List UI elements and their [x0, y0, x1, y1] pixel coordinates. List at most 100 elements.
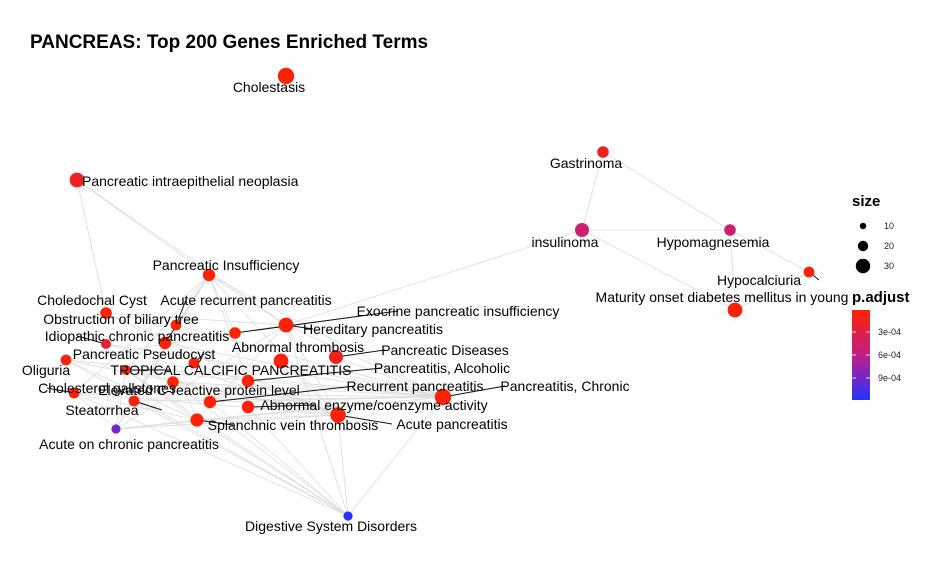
edge-insulinoma-Hereditary [285, 229, 583, 326]
edge-insulinoma-MODY [581, 229, 736, 311]
node-label-CholedochalCyst: Choledochal Cyst [37, 292, 147, 308]
node-DigestiveDisorders[interactable] [343, 511, 353, 521]
node-label-TCP: TROPICAL CALCIFIC PANCREATITIS [111, 362, 352, 378]
node-AbnEnzyme[interactable] [241, 400, 255, 414]
node-Hypocalciuria[interactable] [803, 266, 815, 278]
edge-AcuteOnChronic-TCP [115, 369, 127, 430]
edge-DigestiveDisorders-AcutePanc [337, 414, 349, 517]
node-label-PanIN: Pancreatic intraepithelial neoplasia [82, 173, 299, 189]
edge-AcuteOnChronic-ObstructionBiliary [115, 342, 166, 430]
node-RecurrentPanc[interactable] [203, 395, 217, 409]
label-leader-RecurrentPanc [209, 385, 356, 403]
node-label-DigestiveDisorders: Digestive System Disorders [245, 518, 417, 534]
edge-AcuteOnChronic-PancChronic [115, 396, 444, 430]
node-Hereditary[interactable] [278, 317, 294, 333]
node-label-ExocrineInsuff: Exocrine pancreatic insufficiency [357, 303, 560, 319]
edge-PanIN-CholedochalCyst [76, 179, 107, 314]
node-label-PancAlcoholic: Pancreatitis, Alcoholic [374, 360, 510, 376]
edge-DigestiveDisorders-Splanchnic [196, 419, 349, 517]
edge-Gastrinoma-insulinoma [581, 151, 604, 231]
size-legend-dot-20 [857, 240, 869, 252]
node-CholedochalCyst[interactable] [100, 307, 112, 319]
node-label-AbnEnzyme: Abnormal enzyme/coenzyme activity [260, 397, 487, 413]
node-label-Hypomagnesemia: Hypomagnesemia [657, 234, 770, 250]
edge-PancInsuff-PancChronic [208, 274, 444, 398]
edge-PancInsuff-ExocrineInsuff [208, 274, 236, 334]
node-AcuteRecurrent[interactable] [170, 319, 182, 331]
edge-AcuteRecurrent-PancChronic [175, 324, 444, 398]
edge-DigestiveDisorders-AbnEnzyme [247, 406, 349, 517]
node-label-Cholestasis: Cholestasis [233, 79, 305, 95]
edge-DigestiveDisorders-ElevatedCRP [172, 381, 349, 517]
node-ObstructionBiliary[interactable] [158, 336, 172, 350]
node-Idiopathic[interactable] [101, 339, 111, 349]
edge-ObstructionBiliary-PancChronic [164, 342, 444, 398]
node-PanIN[interactable] [69, 172, 85, 188]
node-label-AcutePanc: Acute pancreatitis [396, 416, 507, 432]
edge-DigestiveDisorders-PancChronic [347, 396, 444, 517]
node-Steatorrhea[interactable] [128, 395, 140, 407]
legend: size 10 20 30 p.adjust 3e-04 6e-04 9e-04 [852, 193, 910, 400]
node-Cholestasis[interactable] [277, 67, 295, 85]
node-TCP[interactable] [121, 365, 131, 375]
edge-Hypomagnesemia-Hypocalciuria [729, 229, 810, 273]
color-legend-label-2: 9e-04 [878, 373, 901, 383]
edge-TCP-PancChronic [125, 369, 444, 398]
edge-Splanchnic-CholGallstones [73, 392, 198, 421]
label-leader-Idiopathic [76, 335, 107, 345]
node-MODY[interactable] [727, 302, 743, 318]
node-Oliguria[interactable] [60, 354, 72, 366]
node-PancAlcoholic[interactable] [241, 374, 255, 388]
node-Splanchnic[interactable] [190, 413, 204, 427]
size-legend-entries: 10 20 30 [855, 221, 894, 274]
node-label-AcuteOnChronic: Acute on chronic pancreatitis [39, 436, 219, 452]
edge-Hypocalciuria-MODY [734, 271, 810, 311]
edge-PanIN-PancInsuff [76, 179, 210, 276]
edge-Splanchnic-ObstructionBiliary [164, 342, 198, 421]
node-label-PancInsuff: Pancreatic Insufficiency [153, 257, 300, 273]
edge-PancInsuff-AcuteRecurrent [175, 274, 210, 326]
node-AcuteOnChronic[interactable] [111, 424, 121, 434]
label-leader-PancChronic [442, 385, 506, 398]
node-label-MODY: Maturity onset diabetes mellitus in youn… [596, 289, 849, 305]
node-label-RecurrentPanc: Recurrent pancreatitis [347, 378, 484, 394]
node-Gastrinoma[interactable] [597, 146, 609, 158]
node-Hypomagnesemia[interactable] [724, 224, 736, 236]
edge-Splanchnic-TCP [125, 369, 198, 421]
edge-CholGallstones-PancChronic [73, 392, 444, 398]
node-PancPseudocyst[interactable] [188, 357, 200, 369]
edge-CholedochalCyst-ObstructionBiliary [105, 312, 166, 344]
node-label-PancChronic: Pancreatitis, Chronic [500, 378, 629, 394]
node-insulinoma[interactable] [575, 223, 589, 237]
edge-AcutePanc-AbnThrombosis [280, 360, 339, 416]
edge-DigestiveDisorders-Steatorrhea [133, 400, 349, 517]
edge-Idiopathic-AcutePanc [105, 343, 339, 416]
edge-AcuteOnChronic-CholGallstones [73, 392, 117, 430]
node-ElevatedCRP[interactable] [167, 376, 179, 388]
edge-DigestiveDisorders-RecurrentPanc [209, 401, 349, 517]
node-ExocrineInsuff[interactable] [229, 327, 241, 339]
node-PancInsuff[interactable] [202, 268, 216, 282]
label-leader-AcutePanc [337, 414, 393, 425]
edges-layer [65, 151, 810, 517]
edge-AcuteOnChronic-Hereditary [115, 324, 287, 430]
edge-PancDiseases-PancChronic [335, 356, 444, 398]
node-label-Steatorrhea: Steatorrhea [65, 402, 138, 418]
edge-Splanchnic-Oliguria [65, 359, 198, 421]
node-CholGallstones[interactable] [68, 387, 80, 399]
node-AbnThrombosis[interactable] [273, 353, 289, 369]
edge-AbnEnzyme-AcutePanc [247, 406, 339, 416]
edge-AcuteOnChronic-AcutePanc [115, 414, 339, 430]
label-leader-PancAlcoholic [247, 367, 383, 382]
size-legend-label-30: 30 [884, 261, 894, 271]
node-PancDiseases[interactable] [329, 350, 343, 364]
node-AcutePanc[interactable] [330, 407, 346, 423]
node-PancChronic[interactable] [434, 388, 452, 406]
edge-PancInsuff-AcutePanc [208, 274, 339, 416]
size-legend-title: size [852, 193, 880, 210]
edge-Hypomagnesemia-MODY [729, 229, 736, 311]
node-label-insulinoma: insulinoma [532, 234, 599, 250]
color-legend-ticks: 3e-04 6e-04 9e-04 [852, 327, 901, 383]
node-label-Hypocalciuria: Hypocalciuria [717, 272, 801, 288]
label-leader-AbnEnzyme [247, 404, 315, 408]
